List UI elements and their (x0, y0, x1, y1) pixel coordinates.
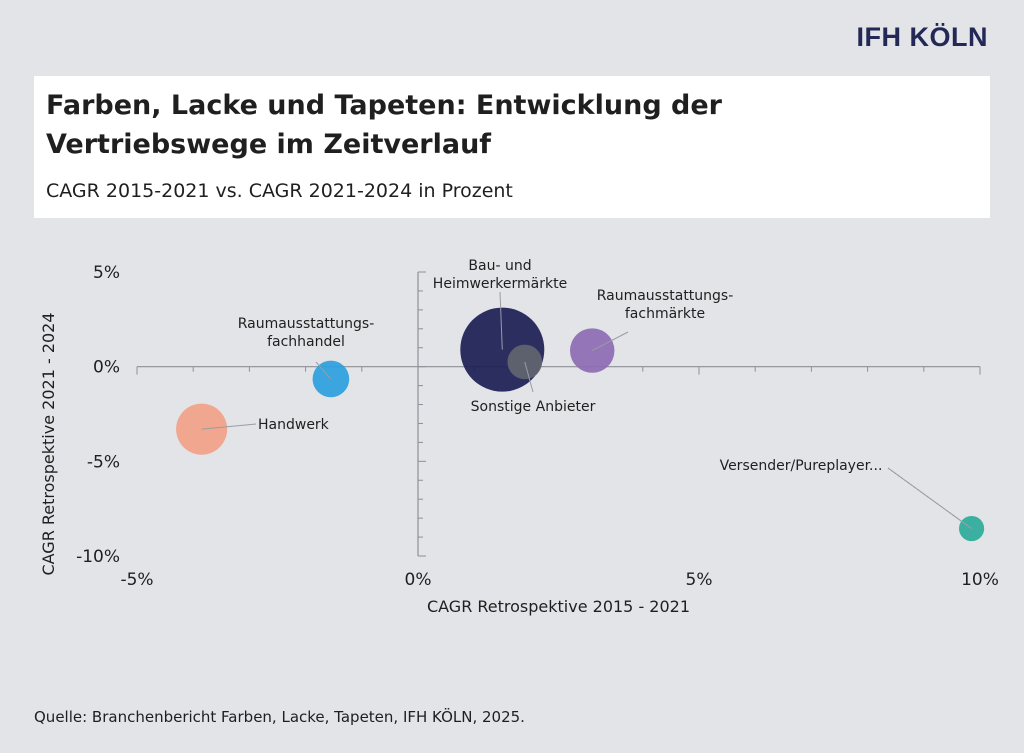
x-tick-label: 10% (961, 570, 999, 590)
y-tick-label: -10% (76, 547, 120, 567)
point-label: Raumausstattungs-fachmärkte (597, 288, 734, 322)
x-tick-label: 0% (405, 570, 432, 590)
leader-line (315, 361, 332, 380)
y-axis-title: CAGR Retrospektive 2021 - 2024 (39, 312, 58, 575)
chart-title: Farben, Lacke und Tapeten: Entwicklung d… (46, 90, 723, 160)
ifh-koeln-logo: IFH KÖLN (856, 22, 988, 52)
title-box: Farben, Lacke und Tapeten: Entwicklung d… (34, 76, 990, 218)
point-label: Bau- und Heimwerkermärkte (433, 258, 567, 292)
point-label: Versender/Pureplayer... (720, 458, 883, 474)
leader-line (201, 423, 257, 430)
bubble-point (569, 328, 615, 373)
point-label: Raumausstattungs-fachhandel (238, 316, 375, 350)
source-note: Quelle: Branchenbericht Farben, Lacke, T… (34, 708, 525, 726)
leader-line (499, 291, 503, 350)
x-tick-label: -5% (120, 570, 153, 590)
point-label: Handwerk (258, 417, 330, 433)
leader-line (887, 467, 972, 529)
leader-line (591, 331, 629, 352)
y-tick-label: -5% (87, 452, 120, 472)
bubble-chart: 5%0%-5%-10%-5% 0% 5% 10%CAGR Retrospektive … (39, 258, 999, 616)
leader-line (524, 361, 534, 393)
leader-line (887, 467, 972, 529)
point-label: Sonstige Anbieter (471, 399, 596, 415)
x-axis-title: CAGR Retrospektive 2015 - 2021 (427, 597, 690, 616)
chart-subtitle: CAGR 2015-2021 vs. CAGR 2021-2024 in Pro… (46, 180, 513, 202)
y-tick-label: 5% (93, 263, 120, 283)
x-tick-label: 5% (686, 570, 713, 590)
bubble-point (958, 515, 985, 542)
y-tick-label: 0% (93, 358, 120, 378)
